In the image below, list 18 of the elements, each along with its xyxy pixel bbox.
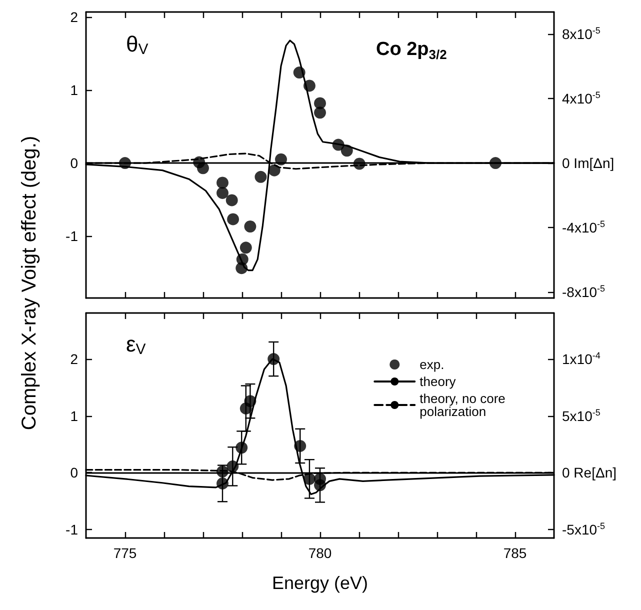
x-tick-label: 785 [503,545,527,561]
legend-label: theory, no core polarization [420,391,510,419]
y-tick-label: 2 [70,351,78,368]
y-axis-title: Complex X-ray Voigt effect (deg.) [18,136,42,430]
x-axis-title: Energy (eV) [272,573,368,593]
y2-tick-label: 0 Im[Δn] [562,155,614,172]
legend-label: theory [420,374,456,389]
legend-label: exp. [420,357,444,372]
y-tick-label: 0 [70,464,78,481]
y-tick-label: 2 [70,9,78,26]
y-tick-label: 1 [70,408,78,424]
x-tick-label: 780 [308,545,332,561]
y-tick-label: 0 [70,155,78,172]
y2-tick-label: 0 Re[Δn] [562,464,616,481]
y-tick-label: -1 [66,228,78,244]
y-tick-label: -1 [66,521,78,538]
y-tick-label: 1 [70,82,78,98]
x-tick-label: 775 [113,545,137,561]
